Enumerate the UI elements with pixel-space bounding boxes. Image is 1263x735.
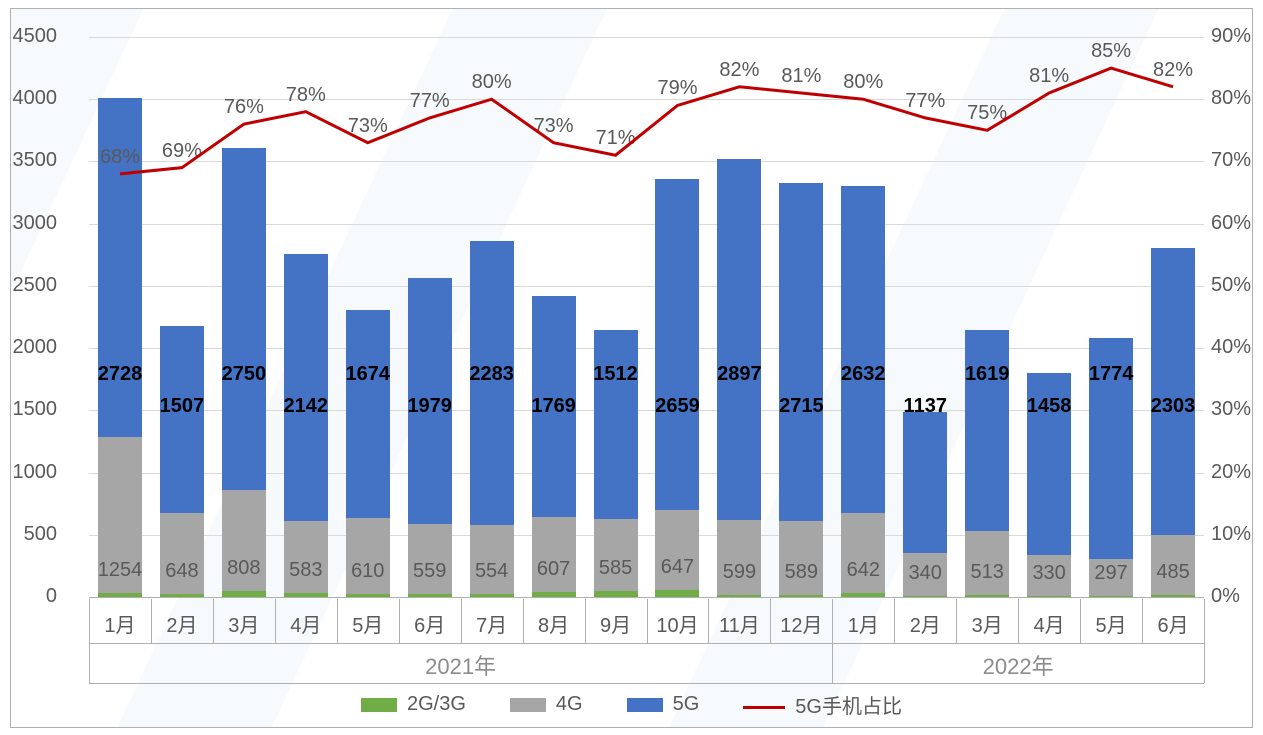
month-sep [1080,599,1081,643]
legend-label: 4G [556,693,583,715]
legend-item: 4G [510,693,583,716]
ytick-right: 0% [1211,585,1263,608]
ytick-left: 2000 [0,336,57,359]
month-sep [213,599,214,643]
month-sep [585,599,586,643]
month-sep [1142,599,1143,643]
axis-hline [89,683,1204,684]
month-sep [647,599,648,643]
month-sep [770,599,771,643]
axis-sep [89,599,90,683]
legend-label: 5G [673,693,700,715]
chart-frame: 1254272864815078082750583214261016745591… [10,8,1253,728]
month-sep [275,599,276,643]
ytick-left: 3000 [0,212,57,235]
xtick-month: 5月 [1096,609,1127,638]
axis-hline [89,643,1204,644]
xtick-month: 9月 [600,609,631,638]
year-label: 2021年 [425,649,496,681]
legend-swatch [361,698,397,712]
ytick-right: 50% [1211,274,1263,297]
xtick-month: 1月 [848,609,879,638]
legend-item: 5G手机占比 [743,690,902,719]
plot-area: 1254272864815078082750583214261016745591… [89,37,1204,598]
month-sep [832,599,833,643]
ytick-right: 20% [1211,461,1263,484]
legend-item: 5G [627,693,700,716]
xtick-month: 4月 [1034,609,1065,638]
month-sep [151,599,152,643]
legend-label: 2G/3G [407,693,466,715]
xtick-month: 6月 [1157,609,1188,638]
ytick-right: 30% [1211,398,1263,421]
year-sep [832,643,833,683]
xtick-month: 8月 [538,609,569,638]
axis-sep [1204,599,1205,683]
line-series [89,37,1204,597]
year-label: 2022年 [983,649,1054,681]
legend-label: 5G手机占比 [795,696,902,718]
month-sep [894,599,895,643]
xtick-month: 12月 [780,609,822,638]
ytick-right: 80% [1211,87,1263,110]
ytick-right: 90% [1211,25,1263,48]
ytick-right: 70% [1211,149,1263,172]
month-sep [708,599,709,643]
month-sep [523,599,524,643]
xtick-month: 3月 [972,609,1003,638]
xtick-month: 3月 [228,609,259,638]
ytick-right: 60% [1211,212,1263,235]
xtick-month: 2月 [166,609,197,638]
ytick-left: 0 [0,585,57,608]
ytick-left: 4500 [0,25,57,48]
xtick-month: 1月 [104,609,135,638]
legend-item: 2G/3G [361,693,466,716]
legend-line-swatch [743,706,785,709]
ytick-left: 4000 [0,87,57,110]
month-sep [956,599,957,643]
legend: 2G/3G 4G 5G 5G手机占比 [11,690,1252,719]
xtick-month: 5月 [352,609,383,638]
ytick-left: 3500 [0,149,57,172]
month-sep [1018,599,1019,643]
ytick-left: 500 [0,523,57,546]
ytick-left: 1500 [0,398,57,421]
xtick-month: 2月 [910,609,941,638]
xtick-month: 4月 [290,609,321,638]
ytick-left: 1000 [0,461,57,484]
ytick-right: 10% [1211,523,1263,546]
xtick-month: 11月 [719,609,760,638]
legend-swatch [627,698,663,712]
legend-swatch [510,698,546,712]
xtick-month: 10月 [656,609,698,638]
month-sep [399,599,400,643]
month-sep [337,599,338,643]
month-sep [461,599,462,643]
xtick-month: 7月 [476,609,507,638]
ytick-right: 40% [1211,336,1263,359]
xtick-month: 6月 [414,609,445,638]
ytick-left: 2500 [0,274,57,297]
